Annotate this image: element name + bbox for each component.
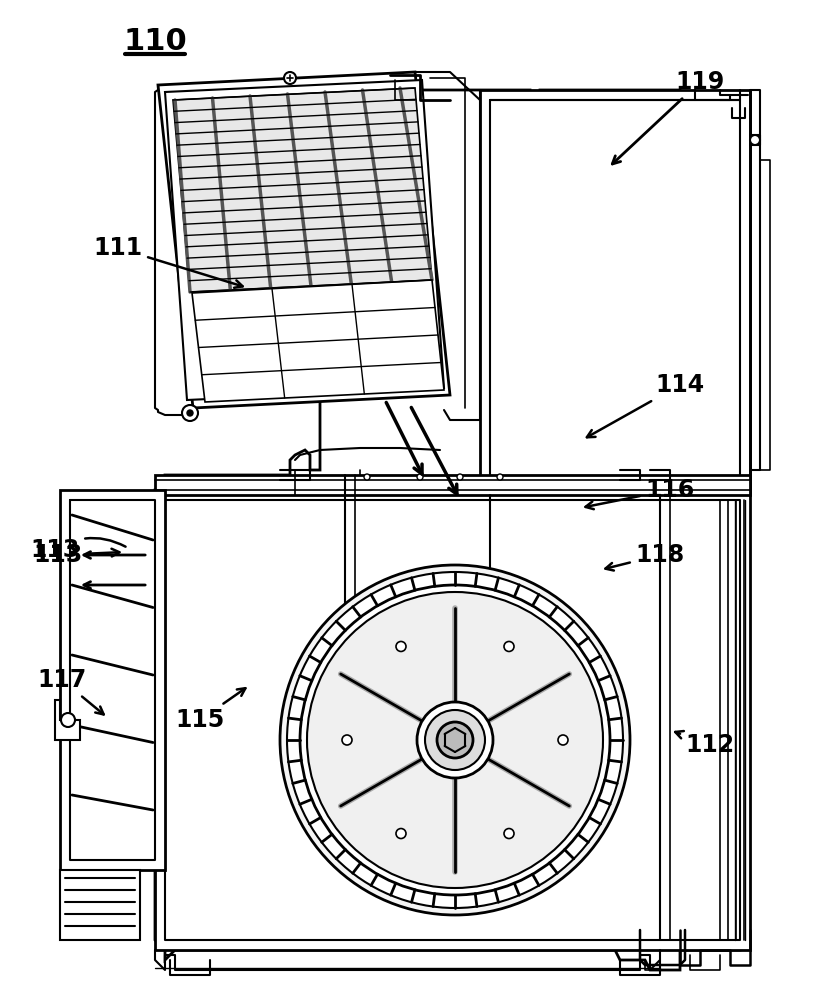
Text: 113: 113 <box>30 538 125 562</box>
Circle shape <box>300 585 610 895</box>
Text: 112: 112 <box>675 731 735 757</box>
Circle shape <box>307 592 603 888</box>
Polygon shape <box>155 475 750 495</box>
Polygon shape <box>60 870 140 940</box>
Polygon shape <box>192 280 444 402</box>
Polygon shape <box>480 90 750 490</box>
Circle shape <box>342 735 352 745</box>
Circle shape <box>750 135 760 145</box>
Text: 113: 113 <box>34 543 119 567</box>
Circle shape <box>61 713 75 727</box>
Polygon shape <box>155 490 750 950</box>
Polygon shape <box>158 72 450 408</box>
Text: 117: 117 <box>38 668 104 714</box>
Polygon shape <box>60 490 165 870</box>
Polygon shape <box>155 90 750 970</box>
Text: 114: 114 <box>587 373 704 437</box>
Text: 118: 118 <box>605 543 685 571</box>
Text: 115: 115 <box>175 688 245 732</box>
Polygon shape <box>55 700 80 740</box>
Circle shape <box>284 72 296 84</box>
Text: 119: 119 <box>613 70 725 164</box>
Circle shape <box>558 735 568 745</box>
Circle shape <box>364 474 370 480</box>
Circle shape <box>425 710 485 770</box>
Circle shape <box>187 410 193 416</box>
Circle shape <box>437 722 473 758</box>
Circle shape <box>287 572 623 908</box>
Circle shape <box>396 641 406 651</box>
Polygon shape <box>165 80 444 400</box>
Text: 116: 116 <box>586 478 694 509</box>
Circle shape <box>504 641 514 651</box>
Circle shape <box>280 565 630 915</box>
Text: 111: 111 <box>93 236 243 288</box>
Circle shape <box>417 702 493 778</box>
Circle shape <box>497 474 503 480</box>
Circle shape <box>182 405 198 421</box>
Circle shape <box>457 474 463 480</box>
Circle shape <box>504 829 514 839</box>
Circle shape <box>396 829 406 839</box>
Text: 110: 110 <box>124 27 187 56</box>
Circle shape <box>417 474 423 480</box>
Polygon shape <box>173 88 432 292</box>
